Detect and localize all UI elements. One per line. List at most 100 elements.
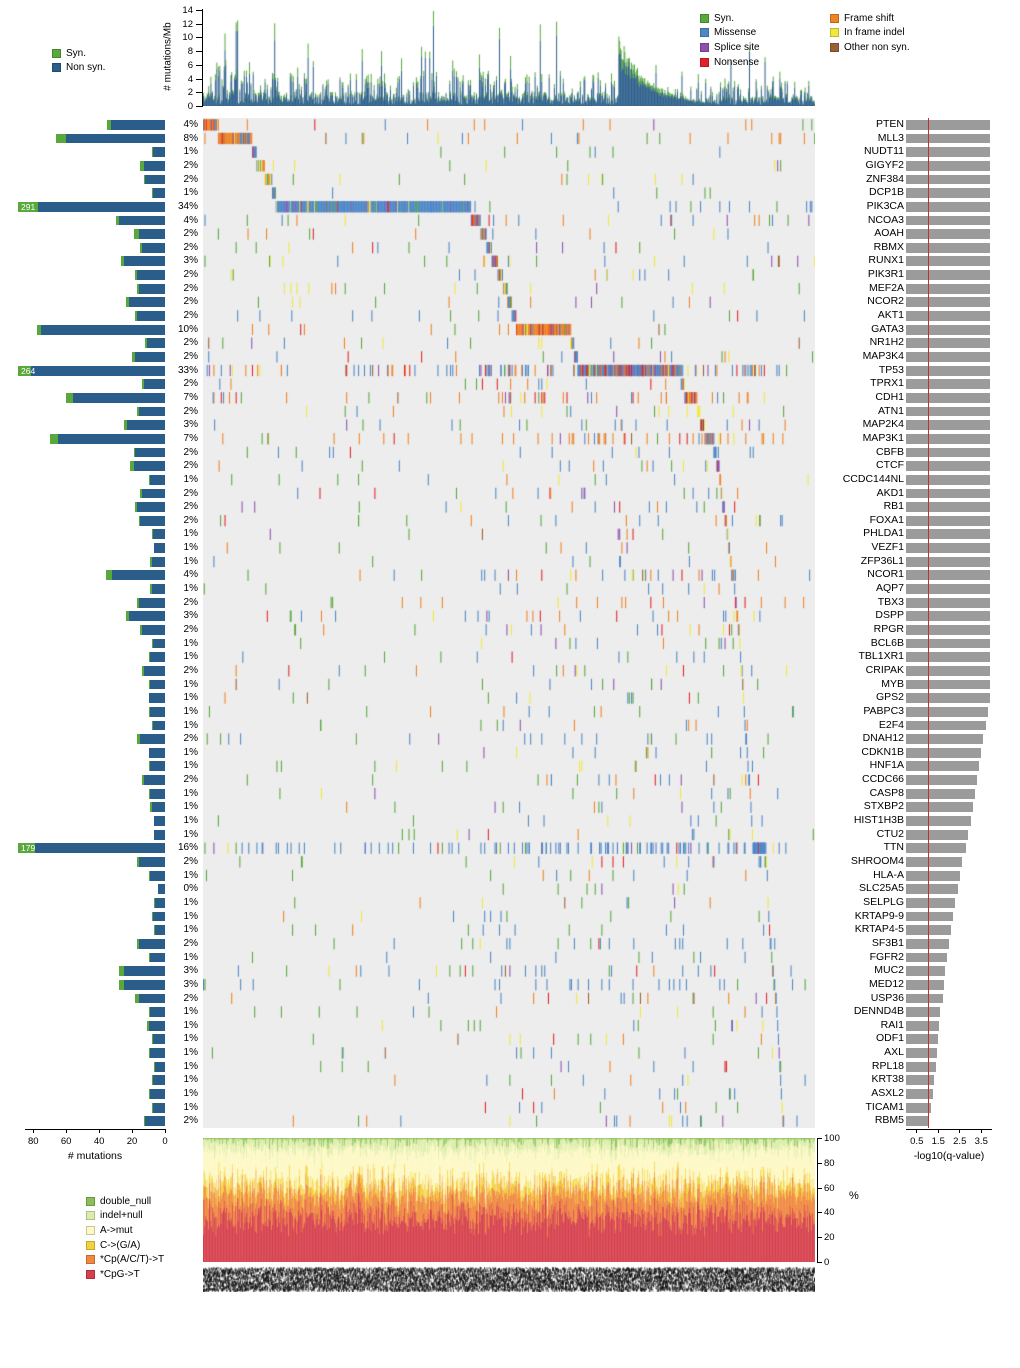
qvalue-bar: [906, 611, 990, 622]
gene-percent-label: 1%: [183, 473, 198, 485]
axis-tick-label: 40: [824, 1207, 835, 1219]
gene-percent-label: 2%: [183, 856, 198, 868]
axis-tick-label: 20: [126, 1136, 138, 1147]
gene-percent-label: 3%: [183, 610, 198, 622]
qvalue-bar: [906, 693, 990, 704]
syn-count-segment: [148, 1048, 151, 1058]
mutation-count-bar: [158, 884, 165, 895]
cpg-t-swatch: [86, 1269, 95, 1279]
legend-item: Syn.: [700, 11, 760, 26]
gene-percent-label: 1%: [183, 1033, 198, 1045]
syn-count-segment: [148, 706, 151, 717]
syn-count-segment: [135, 311, 137, 321]
mutation-count-bar: [123, 420, 165, 431]
qvalue-bar: [906, 734, 984, 745]
gene-percent-label: 4%: [183, 119, 198, 130]
gene-name-label: CTU2: [876, 827, 904, 840]
gene-name-label: DENND4B: [853, 1005, 904, 1018]
legend-label: Syn.: [714, 12, 735, 24]
gene-percent-label: 1%: [183, 555, 198, 567]
syn-count-segment: [118, 966, 124, 977]
syn-count-segment: [49, 433, 58, 444]
syn-count-segment: [148, 1007, 151, 1017]
mutation-count-bar: [148, 652, 165, 663]
syn-count-segment: [148, 679, 151, 690]
gene-name-label: SLC25A5: [859, 882, 904, 895]
mutation-count-bar: 291: [18, 201, 165, 212]
gene-percent-label: 1%: [183, 746, 198, 758]
mutation-count-bar: [137, 597, 165, 608]
gene-name-label: RPL18: [871, 1059, 904, 1072]
qvalue-bar: [906, 625, 990, 635]
gene-name-label: NCOA3: [867, 213, 904, 226]
gene-name-label: USP36: [870, 991, 904, 1004]
sample-labels: [203, 1266, 815, 1292]
qvalue-bar: [906, 543, 990, 553]
qvalue-bar: [906, 297, 990, 308]
indel-null-swatch: [86, 1211, 95, 1221]
gene-percent-label: 4%: [183, 569, 198, 581]
gene-percent-label: 7%: [183, 391, 198, 403]
qvalue-bar: [906, 488, 990, 499]
gene-percent-label: 1%: [183, 705, 198, 717]
gene-percent-label: 2%: [183, 733, 198, 745]
mutation-count-bar: [153, 925, 165, 936]
mutation-count-bar: [148, 693, 165, 704]
axis-tick-label: 20: [824, 1232, 835, 1244]
qvalue-bar: [906, 338, 990, 349]
gene-percent-label: 2%: [183, 446, 198, 458]
gene-name-label: RPGR: [873, 623, 904, 635]
qvalue-bar: [906, 966, 945, 977]
mutation-count-bar: [151, 1034, 165, 1045]
mutation-count-bar: [141, 379, 165, 390]
legend-label: *Cp(A/C/T)->T: [100, 1254, 165, 1266]
gene-percent-label: 1%: [183, 869, 198, 881]
other-non-syn-swatch: [830, 42, 839, 52]
mutation-count-bar: [137, 938, 165, 949]
qvalue-bar: [906, 829, 969, 840]
gene-name-label: PABPC3: [863, 704, 904, 717]
gene-name-label: NCOR2: [867, 295, 904, 308]
gene-name-label: RBM5: [874, 1114, 904, 1127]
double_null-swatch: [86, 1196, 95, 1206]
mutation-type-legend-col2: Frame shift In frame indel Other non syn.: [830, 11, 910, 55]
axis-tick: [196, 78, 202, 80]
qvalue-bar: [906, 120, 990, 130]
axis-tick: [196, 37, 202, 39]
axis-tick: [196, 51, 202, 53]
qvalue-bar: [906, 392, 990, 403]
gene-percent-label: 1%: [183, 1074, 198, 1086]
gene-percent-label: 1%: [183, 1047, 198, 1059]
gene-percent-label: 3%: [183, 419, 198, 431]
legend-label: Nonsense: [714, 56, 760, 68]
c-g-a-swatch: [86, 1240, 95, 1250]
gene-name-label: CTCF: [876, 459, 904, 472]
gene-name-label: MED12: [868, 977, 904, 990]
syn-count-segment: [133, 229, 139, 240]
qvalue-bar: [906, 256, 990, 267]
qvalue-bar: [906, 352, 990, 362]
qvalue-bar: [906, 747, 982, 758]
percent-column: 4% 8% 1% 2% 2% 1% 34% 4% 2% 2% 3% 2% 2% 2% 2% 10% 2% 2% 33…: [156, 118, 198, 1128]
axis-tick: [916, 1129, 918, 1133]
qvalue-bar: [906, 638, 990, 649]
syn-count-segment: [146, 1020, 149, 1031]
axis-tick-label: 6: [187, 59, 193, 71]
syn-count-segment: [148, 1089, 151, 1099]
gene-percent-label: 2%: [183, 992, 198, 1004]
qvalue-bar: [906, 993, 943, 1004]
qvalue-bar: [906, 857, 962, 867]
gene-percent-label: 2%: [183, 774, 198, 786]
gene-name-label: MAP2K4: [862, 418, 904, 431]
spectrum-axis-line: [817, 1138, 818, 1262]
mutation-count-bar: [148, 474, 165, 485]
gene-name-label: HNF1A: [869, 759, 904, 772]
legend-item: In frame indel: [830, 26, 910, 41]
gene-percent-label: 0%: [183, 883, 198, 895]
mutation-count-bar: [151, 720, 165, 731]
gene-percent-label: 2%: [183, 460, 198, 472]
mutation-count-bar: [153, 543, 165, 553]
gene-percent-label: 2%: [183, 378, 198, 390]
axis-tick-label: 2.5: [953, 1136, 967, 1147]
mutation-count-bar: [151, 911, 165, 922]
